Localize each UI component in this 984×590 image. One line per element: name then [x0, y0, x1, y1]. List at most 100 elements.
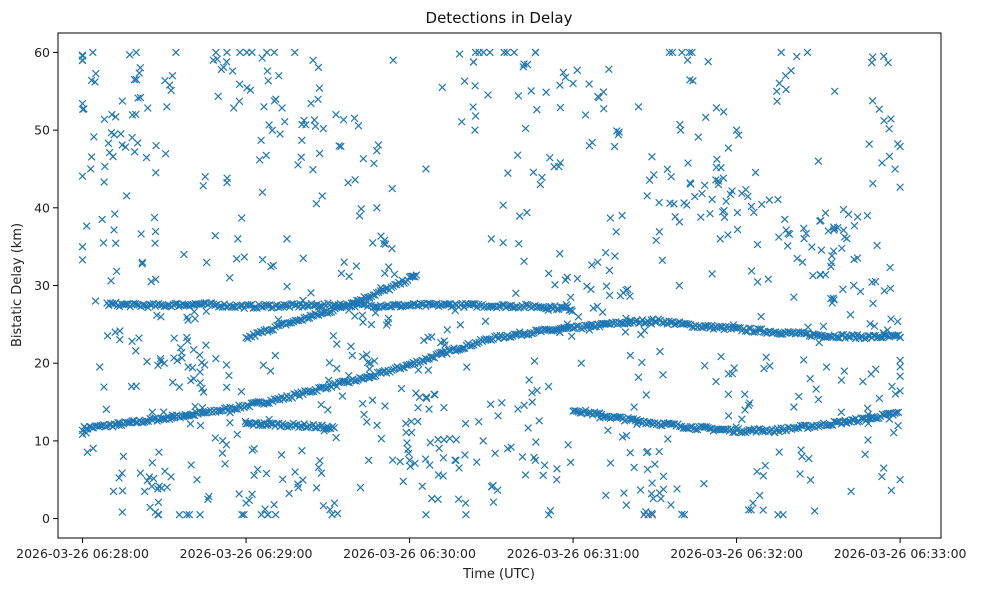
point-scattered-detections-extra-427 [668, 48, 677, 57]
point-scattered-detections-extra-259 [528, 388, 536, 397]
point-scattered-detections-extra-74 [806, 476, 815, 484]
point-scattered-detections-extra-340 [837, 244, 846, 253]
point-scattered-detections-extra-643 [520, 401, 528, 410]
point-scattered-detections-extra-222 [455, 50, 464, 58]
point-scattered-detections-extra-488 [167, 472, 175, 481]
point-scattered-detections-extra-600 [368, 239, 377, 247]
point-scattered-detections-extra-718 [712, 176, 720, 184]
point-track-flat-27-38 [171, 299, 180, 308]
point-scattered-detections-extra-700 [418, 482, 427, 491]
point-scattered-detections-extra-344 [893, 317, 902, 326]
point-scattered-detections-extra-568 [595, 93, 603, 102]
point-scattered-detections-extra-537 [112, 267, 121, 276]
point-scattered-detections-extra-549 [605, 65, 613, 74]
point-scattered-detections-extra-118 [332, 364, 341, 373]
point-scattered-detections-extra-300 [187, 461, 195, 469]
point-scattered-detections-44 [700, 479, 708, 488]
point-scattered-detections-extra-617 [636, 486, 645, 494]
point-scattered-detections-extra-183 [542, 88, 550, 97]
point-scattered-detections-extra-624 [751, 168, 760, 177]
point-scattered-detections-extra-486 [122, 192, 131, 200]
point-scattered-detections-extra-286 [850, 221, 859, 230]
point-scattered-detections-extra-712 [638, 358, 646, 367]
point-scattered-detections-extra-19 [268, 126, 277, 135]
point-scattered-detections-extra-209 [271, 510, 280, 519]
point-scattered-detections-90 [675, 281, 684, 290]
point-track-flat-27-188 [443, 300, 452, 309]
point-scattered-detections-extra-410 [426, 438, 435, 447]
point-scattered-detections-extra-122 [402, 428, 410, 437]
point-track-steep-72 [373, 289, 381, 297]
point-scattered-detections-extra-470 [494, 412, 502, 420]
point-scattered-detections-70 [626, 351, 635, 360]
point-scattered-detections-31 [487, 235, 496, 243]
point-scattered-detections-extra-458 [797, 446, 805, 454]
point-scattered-detections-extra-674 [118, 486, 127, 495]
point-scattered-detections-extra-180 [359, 154, 368, 163]
point-scattered-detections-extra-61 [263, 67, 272, 75]
point-track-flat-27-89 [264, 301, 272, 310]
point-scattered-detections-53 [847, 487, 855, 496]
point-scattered-detections-28 [438, 83, 447, 92]
point-scattered-detections-extra-471 [527, 87, 536, 95]
point-scattered-detections-extra-648 [706, 209, 714, 218]
point-scattered-detections-extra-423 [630, 463, 638, 472]
point-scattered-detections-extra-32 [486, 400, 495, 409]
point-track-steep-2 [245, 332, 254, 340]
point-scattered-detections-extra-160 [403, 439, 411, 447]
point-track-dip-85 [720, 425, 728, 434]
point-scattered-detections-extra-528 [774, 233, 783, 241]
point-scattered-detections-extra-696 [376, 283, 385, 292]
point-scattered-detections-extra-102 [142, 153, 151, 162]
point-scattered-detections-extra-354 [443, 326, 452, 334]
point-scattered-detections-extra-52 [846, 310, 855, 319]
point-scattered-detections-extra-30 [471, 48, 480, 57]
point-scattered-detections-extra-511 [503, 48, 511, 57]
point-scattered-detections-extra-113 [248, 446, 257, 454]
point-scattered-detections-extra-578 [83, 448, 92, 457]
point-scattered-detections-extra-466 [267, 262, 275, 271]
point-scattered-detections-extra-124 [434, 470, 443, 479]
point-scattered-detections-extra-228 [568, 307, 576, 316]
point-scattered-detections-extra-206 [211, 231, 220, 240]
point-scattered-detections-extra-141 [724, 144, 733, 152]
point-scattered-detections-extra-523 [665, 48, 674, 57]
point-scattered-detections-extra-392 [155, 482, 163, 491]
point-track-dip-138 [814, 422, 823, 431]
point-scattered-detections-extra-743 [670, 200, 678, 208]
point-scattered-detections-extra-265 [733, 225, 742, 234]
point-scattered-detections-extra-581 [136, 469, 145, 477]
point-scattered-detections-42 [667, 172, 676, 181]
point-scattered-detections-extra-330 [678, 510, 686, 519]
point-track-rising-25 [123, 418, 131, 427]
point-scattered-detections-extra-356 [555, 328, 564, 337]
point-scattered-detections-extra-215 [365, 373, 374, 382]
point-scattered-detections-extra-142 [708, 195, 716, 204]
point-scattered-detections-extra-660 [344, 178, 352, 187]
point-scattered-detections-extra-287 [894, 421, 902, 430]
point-scattered-detections-extra-177 [257, 419, 266, 428]
point-scattered-detections-75 [822, 363, 831, 371]
point-scattered-detections-extra-732 [214, 92, 223, 101]
point-scattered-detections-extra-659 [314, 63, 323, 72]
point-scattered-detections-extra-364 [885, 125, 893, 133]
point-scattered-detections-extra-39 [626, 448, 635, 457]
point-scattered-detections-extra-656 [212, 354, 220, 363]
point-scattered-detections-52 [830, 87, 839, 96]
point-scattered-detections-extra-686 [199, 181, 208, 190]
point-scattered-detections-extra-546 [446, 299, 454, 308]
point-track-flat-27-156 [385, 302, 394, 311]
point-scattered-detections-extra-372 [370, 159, 378, 168]
point-track-rising-438 [857, 332, 865, 341]
chart-title: Detections in Delay [426, 9, 573, 27]
point-scattered-detections-extra-351 [345, 306, 353, 314]
point-scattered-detections-40 [634, 102, 643, 111]
point-scattered-detections-extra-550 [611, 252, 619, 260]
point-scattered-detections-extra-512 [507, 443, 515, 451]
point-track-steep-46 [325, 308, 334, 317]
point-scattered-detections-extra-496 [238, 510, 246, 519]
point-scattered-detections-extra-182 [489, 498, 498, 506]
point-scattered-detections-extra-695 [332, 433, 340, 442]
y-tick-label-2: 20 [34, 356, 50, 371]
point-scattered-detections-extra-45 [698, 189, 706, 198]
